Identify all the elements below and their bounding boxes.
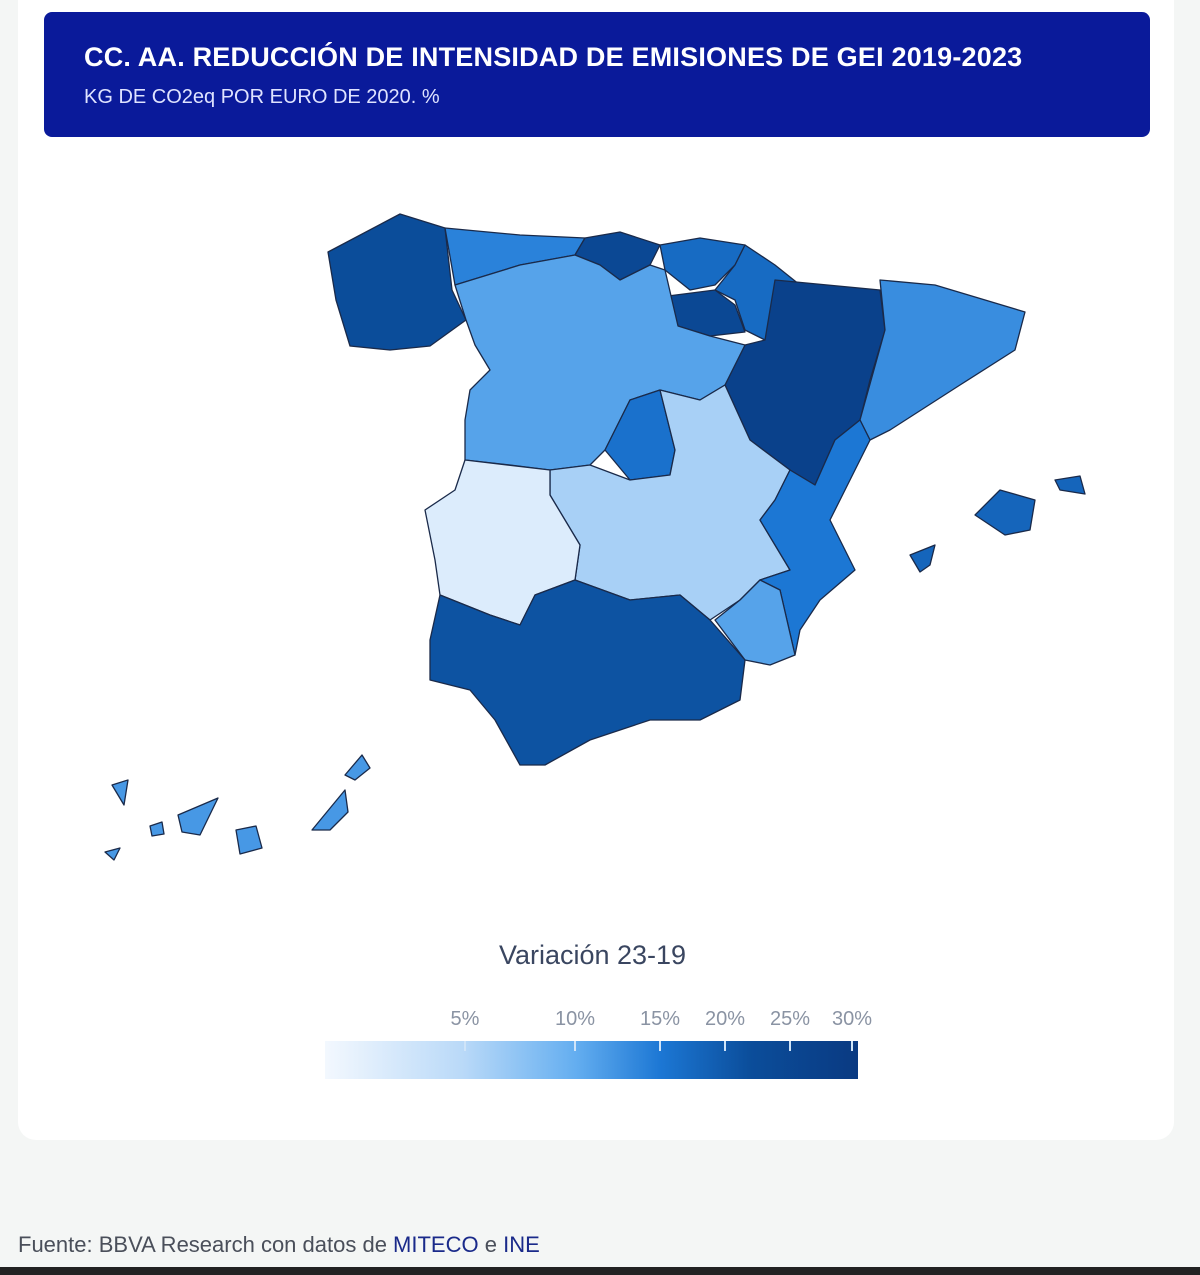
legend-tick [574, 1041, 576, 1051]
legend-tick-label: 30% [831, 1008, 873, 1030]
legend-tick [464, 1041, 466, 1051]
legend-tick-label: 20% [704, 1008, 746, 1030]
legend-tick-label: 5% [450, 1008, 480, 1030]
chart-subtitle: KG DE CO2eq POR EURO DE 2020. % [84, 86, 440, 108]
legend-title: Variación 23-19 [498, 940, 687, 970]
bottom-bar [0, 1267, 1200, 1275]
region-murcia [714, 579, 796, 666]
chart-header: CC. AA. REDUCCIÓN DE INTENSIDAD DE EMISI… [44, 12, 1150, 137]
legend-tick-label: 10% [554, 1008, 596, 1030]
region-navarra [714, 244, 801, 341]
chart-title: CC. AA. REDUCCIÓN DE INTENSIDAD DE EMISI… [84, 42, 1023, 72]
source-miteco: MITECO [393, 1232, 479, 1257]
legend-tick-label: 15% [639, 1008, 681, 1030]
region-galicia [327, 213, 467, 351]
region-comunidad-valenciana [759, 419, 871, 656]
legend-tick [851, 1041, 853, 1051]
legend-tick [789, 1041, 791, 1051]
source-prefix: Fuente: BBVA Research con datos de [18, 1232, 394, 1257]
region-baleares [909, 475, 1086, 573]
region-andalucia [429, 579, 746, 766]
source-mid: e [478, 1232, 504, 1257]
region-canarias [104, 754, 371, 861]
legend-tick-label: 25% [769, 1008, 811, 1030]
region-pais-vasco [659, 237, 746, 291]
legend-color-scale [325, 1041, 858, 1079]
region-cataluna [859, 279, 1026, 441]
legend-tick [659, 1041, 661, 1051]
source-footer: Fuente: BBVA Research con datos de MITEC… [18, 1232, 540, 1258]
source-ine: INE [503, 1232, 540, 1257]
legend-tick [724, 1041, 726, 1051]
